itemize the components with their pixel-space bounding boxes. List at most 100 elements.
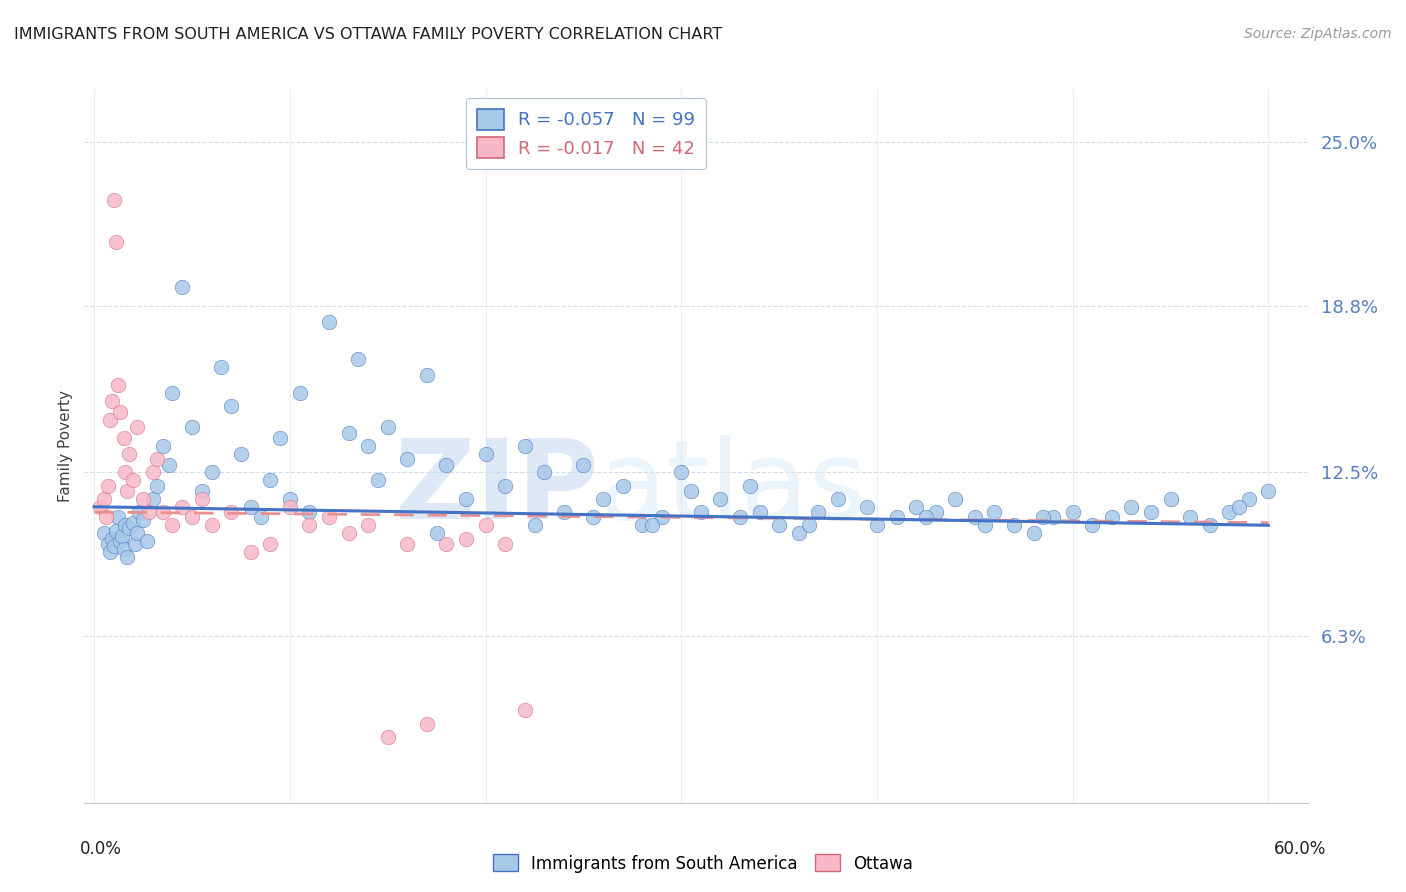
Text: atlas: atlas	[598, 435, 866, 542]
Point	[172, 500, 194, 514]
Point	[138, 505, 160, 519]
Point	[146, 452, 169, 467]
Point	[98, 412, 121, 426]
Point	[132, 491, 155, 506]
Point	[474, 447, 496, 461]
Point	[367, 474, 389, 488]
Point	[612, 478, 634, 492]
Point	[93, 526, 115, 541]
Text: ZIP: ZIP	[395, 435, 598, 542]
Point	[651, 510, 673, 524]
Point	[288, 386, 311, 401]
Point	[269, 431, 291, 445]
Point	[436, 458, 458, 472]
Point	[787, 526, 810, 541]
Point	[807, 505, 830, 519]
Point	[112, 431, 135, 445]
Point	[768, 518, 790, 533]
Point	[191, 483, 214, 498]
Point	[132, 513, 155, 527]
Point	[114, 466, 136, 480]
Point	[229, 447, 252, 461]
Point	[925, 505, 948, 519]
Point	[124, 537, 146, 551]
Point	[943, 491, 966, 506]
Point	[1227, 500, 1250, 514]
Point	[671, 466, 693, 480]
Point	[94, 510, 117, 524]
Point	[337, 526, 360, 541]
Point	[219, 400, 242, 414]
Point	[172, 280, 194, 294]
Point	[146, 478, 169, 492]
Point	[631, 518, 654, 533]
Point	[513, 703, 536, 717]
Point	[1042, 510, 1064, 524]
Point	[104, 235, 127, 250]
Point	[107, 510, 129, 524]
Point	[128, 505, 150, 519]
Point	[728, 510, 751, 524]
Point	[915, 510, 938, 524]
Point	[866, 518, 889, 533]
Point	[162, 518, 184, 533]
Point	[114, 518, 136, 533]
Point	[474, 518, 496, 533]
Point	[89, 500, 111, 514]
Point	[318, 510, 340, 524]
Point	[357, 439, 380, 453]
Point	[641, 518, 664, 533]
Point	[127, 526, 149, 541]
Point	[592, 491, 614, 506]
Point	[97, 478, 120, 492]
Point	[426, 526, 449, 541]
Point	[357, 518, 380, 533]
Point	[886, 510, 908, 524]
Point	[136, 534, 159, 549]
Point	[100, 394, 122, 409]
Point	[905, 500, 928, 514]
Point	[278, 491, 301, 506]
Point	[1140, 505, 1163, 519]
Point	[118, 521, 141, 535]
Point	[117, 483, 139, 498]
Point	[117, 549, 139, 564]
Point	[983, 505, 1005, 519]
Point	[1032, 510, 1054, 524]
Point	[110, 529, 132, 543]
Point	[1257, 483, 1279, 498]
Point	[152, 439, 174, 453]
Point	[377, 730, 399, 744]
Point	[104, 524, 127, 538]
Point	[249, 510, 271, 524]
Text: 0.0%: 0.0%	[80, 840, 122, 858]
Point	[162, 386, 184, 401]
Point	[127, 420, 149, 434]
Point	[239, 500, 262, 514]
Point	[219, 505, 242, 519]
Point	[1101, 510, 1123, 524]
Point	[572, 458, 595, 472]
Point	[112, 542, 135, 557]
Point	[181, 420, 204, 434]
Point	[298, 505, 321, 519]
Point	[797, 518, 820, 533]
Point	[259, 474, 281, 488]
Point	[98, 545, 121, 559]
Point	[494, 478, 516, 492]
Point	[103, 193, 125, 207]
Point	[239, 545, 262, 559]
Point	[681, 483, 703, 498]
Point	[738, 478, 761, 492]
Point	[337, 425, 360, 440]
Point	[152, 505, 174, 519]
Point	[513, 439, 536, 453]
Point	[108, 404, 131, 418]
Point	[689, 505, 711, 519]
Point	[856, 500, 879, 514]
Point	[1237, 491, 1260, 506]
Point	[298, 518, 321, 533]
Y-axis label: Family Poverty: Family Poverty	[58, 390, 73, 502]
Point	[118, 447, 141, 461]
Point	[107, 378, 129, 392]
